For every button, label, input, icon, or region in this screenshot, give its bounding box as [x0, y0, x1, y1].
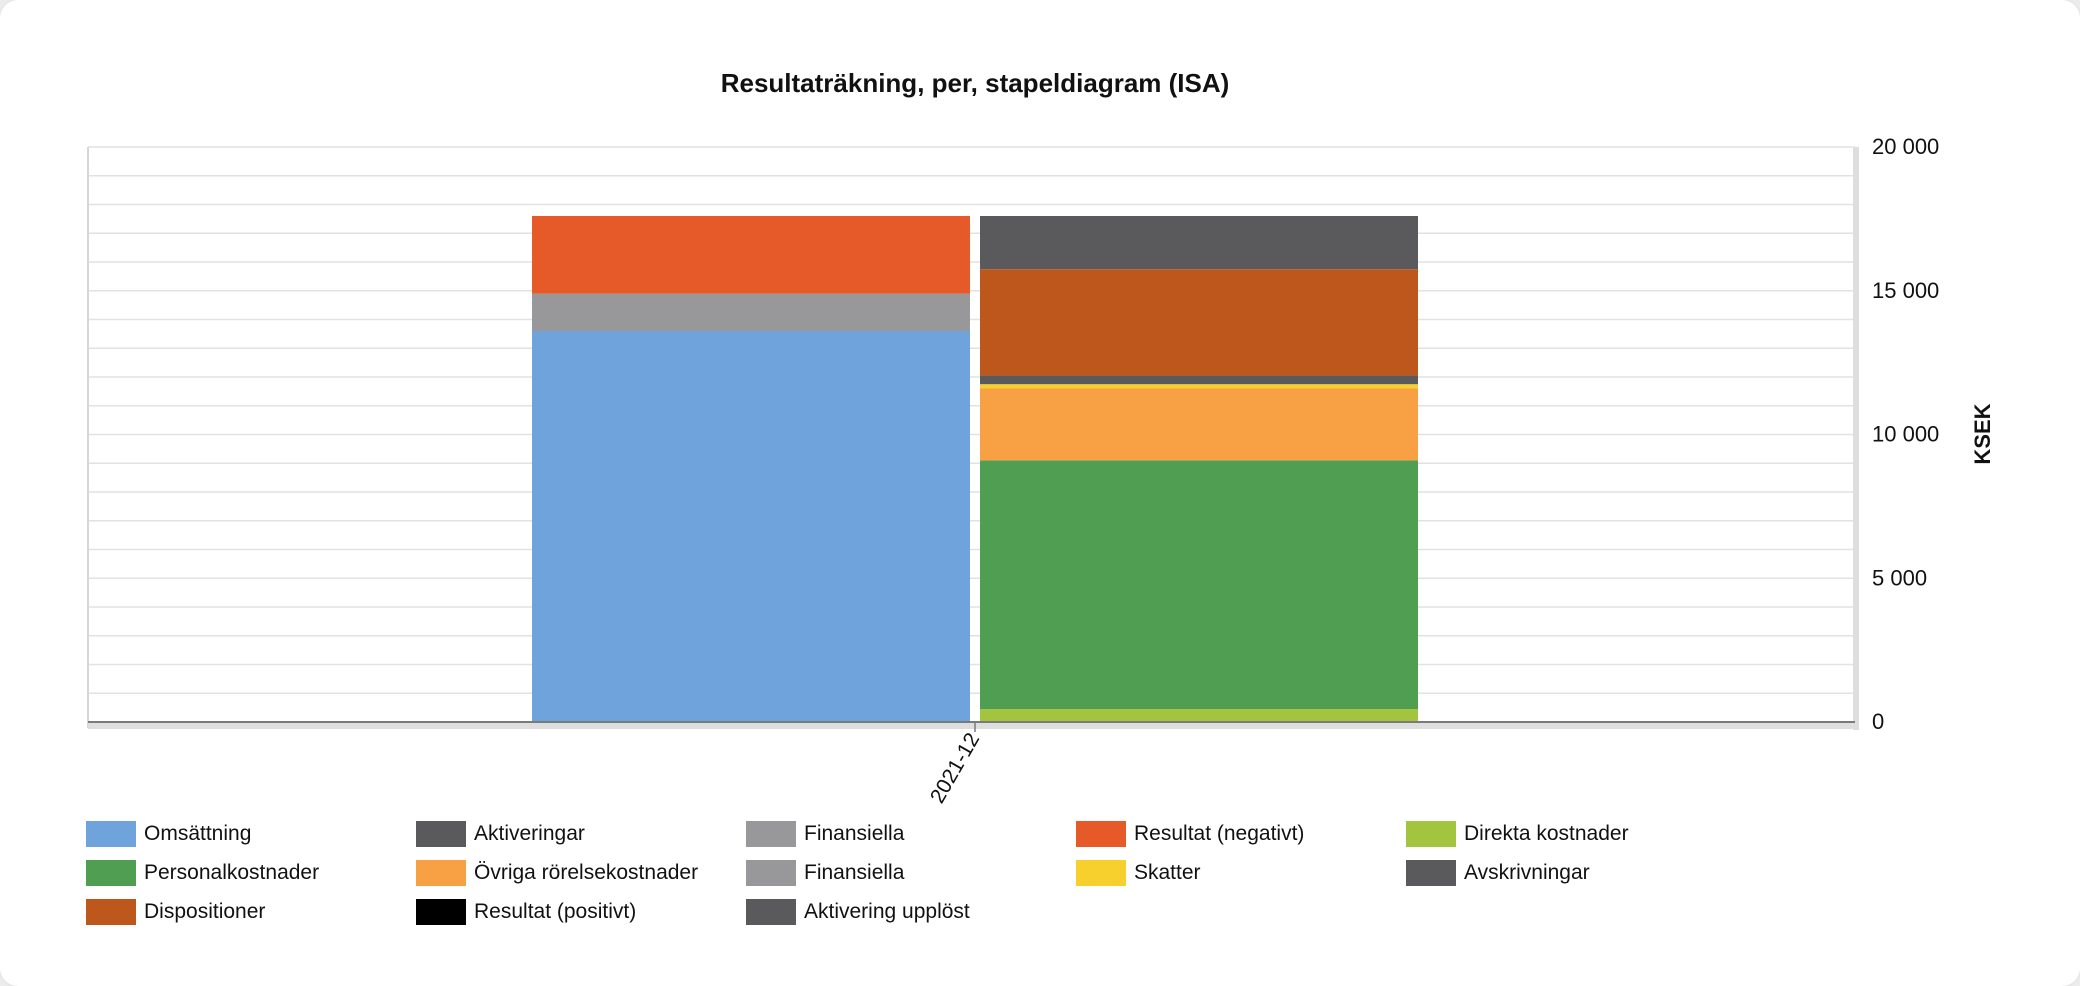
bar-stack-intakter — [532, 216, 970, 722]
gridlines — [88, 146, 1855, 723]
legend-swatch — [1076, 821, 1126, 847]
legend-swatch — [86, 899, 136, 925]
y-axis-ticks: 0 5 000 10 000 15 000 20 000 — [1872, 134, 1939, 734]
y-tick-label: 20 000 — [1872, 134, 1939, 159]
legend-item-avskrivningar[interactable]: Avskrivningar — [1406, 860, 1736, 886]
chart-legend: Omsättning Aktiveringar Finansiella Resulta… — [86, 821, 1786, 925]
bar-segment-övriga-rörelsekostnader[interactable] — [980, 388, 1418, 461]
legend-swatch — [746, 860, 796, 886]
bar-segment-finansiella[interactable] — [532, 293, 970, 331]
legend-label: Övriga rörelsekostnader — [474, 861, 699, 884]
y-axis-label: KSEK — [1970, 403, 1995, 464]
bar-segment-omsättning[interactable] — [532, 331, 970, 722]
legend-item-skatter[interactable]: Skatter — [1076, 860, 1406, 886]
y-tick-label: 0 — [1872, 709, 1884, 734]
x-axis-band — [88, 722, 1855, 729]
legend-swatch — [416, 860, 466, 886]
bar-segment-personalkostnader[interactable] — [980, 460, 1418, 710]
legend-swatch — [416, 899, 466, 925]
bar-segment-direkta-kostnader[interactable] — [980, 709, 1418, 722]
y-axis-line — [1853, 147, 1859, 730]
bar-segment-resultat-negativt-[interactable] — [532, 216, 970, 294]
legend-item-dispositioner[interactable]: Dispositioner — [86, 899, 416, 925]
x-tick-label: 2021-12 — [926, 729, 984, 807]
bar-stack-kostnader — [980, 216, 1418, 722]
legend-label: Resultat (positivt) — [474, 900, 637, 923]
legend-swatch — [1406, 860, 1456, 886]
legend-swatch — [86, 860, 136, 886]
bar-segment-skatter[interactable] — [980, 384, 1418, 389]
legend-label: Resultat (negativt) — [1134, 822, 1305, 845]
y-tick-label: 5 000 — [1872, 565, 1927, 590]
legend-label: Personalkostnader — [144, 861, 320, 884]
legend-label: Omsättning — [144, 822, 252, 845]
legend-swatch — [86, 821, 136, 847]
legend-swatch — [416, 821, 466, 847]
y-tick-label: 15 000 — [1872, 278, 1939, 303]
legend-item-resultat-positivt-[interactable]: Resultat (positivt) — [416, 899, 746, 925]
legend-item-aktiveringar[interactable]: Aktiveringar — [416, 821, 746, 847]
bar-segment-aktivering-upplöst[interactable] — [980, 216, 1418, 270]
legend-label: Finansiella — [804, 822, 905, 845]
legend-label: Finansiella — [804, 861, 905, 884]
chart-title: Resultaträkning, per, stapeldiagram (ISA… — [721, 68, 1230, 98]
legend-item-finansiella[interactable]: Finansiella — [746, 821, 1076, 847]
legend-label: Aktiveringar — [474, 822, 585, 845]
legend-label: Avskrivningar — [1464, 861, 1590, 884]
legend-label: Direkta kostnader — [1464, 822, 1629, 845]
legend-label: Dispositioner — [144, 900, 266, 923]
bar-segment-dispositioner[interactable] — [980, 269, 1418, 376]
legend-swatch — [746, 899, 796, 925]
y-tick-label: 10 000 — [1872, 422, 1939, 447]
bar-segment-avskrivningar[interactable] — [980, 375, 1418, 385]
legend-item-personalkostnader[interactable]: Personalkostnader — [86, 860, 416, 886]
legend-label: Skatter — [1134, 861, 1201, 884]
legend-item-omsättning[interactable]: Omsättning — [86, 821, 416, 847]
legend-item-direkta-kostnader[interactable]: Direkta kostnader — [1406, 821, 1736, 847]
axes — [87, 147, 1859, 732]
legend-item-övriga-rörelsekostnader[interactable]: Övriga rörelsekostnader — [416, 860, 746, 886]
x-axis-ticks: 2021-12 — [926, 729, 984, 807]
legend-item-resultat-negativt-[interactable]: Resultat (negativt) — [1076, 821, 1406, 847]
legend-item-aktivering-upplöst[interactable]: Aktivering upplöst — [746, 899, 1076, 925]
legend-swatch — [1406, 821, 1456, 847]
bar-stacks — [532, 216, 1418, 722]
legend-label: Aktivering upplöst — [804, 900, 970, 923]
legend-swatch — [1076, 860, 1126, 886]
legend-swatch — [746, 821, 796, 847]
legend-item-finansiella[interactable]: Finansiella — [746, 860, 1076, 886]
